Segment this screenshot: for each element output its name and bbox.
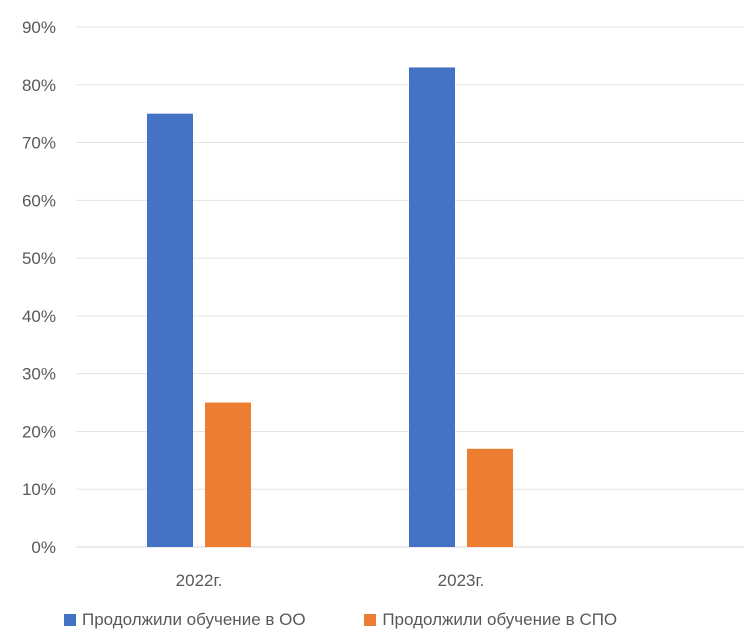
legend-label-oo: Продолжили обучение в ОО [82,610,306,629]
y-tick-label: 30% [22,365,56,384]
bar-spo-1 [467,448,513,547]
x-tick-label: 2022г. [176,571,223,590]
y-tick-label: 10% [22,480,56,499]
y-tick-label: 40% [22,307,56,326]
bar-spo-0 [205,402,251,547]
y-tick-label: 60% [22,191,56,210]
bar-oo-0 [147,113,193,548]
y-tick-label: 90% [22,18,56,37]
y-tick-label: 0% [31,538,56,557]
y-tick-label: 80% [22,76,56,95]
legend-swatch-spo [364,614,377,626]
y-tick-label: 50% [22,249,56,268]
legend-item-oo: Продолжили обучение в ОО [64,610,306,630]
legend-item-spo: Продолжили обучение в СПО [364,610,617,630]
bar-oo-1 [409,67,455,547]
y-tick-label: 20% [22,422,56,441]
legend-swatch-oo [64,614,76,626]
legend-label-spo: Продолжили обучение в СПО [382,610,618,629]
y-tick-label: 70% [22,134,56,153]
legend: Продолжили обучение в ОО Продолжили обуч… [64,610,744,634]
x-tick-label: 2023г. [438,571,485,590]
